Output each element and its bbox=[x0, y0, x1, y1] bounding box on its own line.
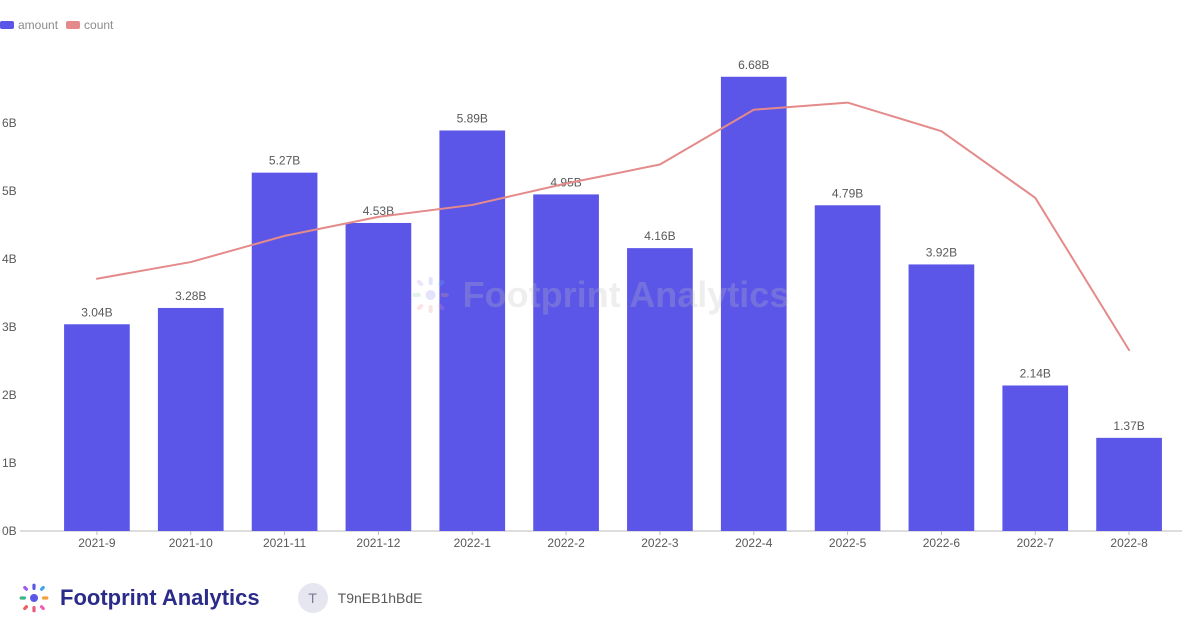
bar bbox=[439, 130, 505, 531]
chart-area: Footprint Analytics 0B1B2B3B4B5B6B3.04B2… bbox=[0, 35, 1200, 555]
avatar: T bbox=[298, 583, 328, 613]
bar bbox=[158, 308, 224, 531]
x-tick-label: 2021-12 bbox=[356, 536, 400, 550]
x-tick-label: 2022-6 bbox=[923, 536, 961, 550]
y-tick-label: 1B bbox=[2, 456, 17, 470]
y-tick-label: 4B bbox=[2, 252, 17, 266]
username: T9nEB1hBdE bbox=[338, 590, 423, 606]
x-tick-label: 2022-8 bbox=[1110, 536, 1148, 550]
footer: Footprint Analytics T T9nEB1hBdE bbox=[0, 566, 1200, 630]
bar bbox=[1002, 385, 1068, 531]
legend: amount count bbox=[0, 18, 113, 32]
x-tick-label: 2022-4 bbox=[735, 536, 773, 550]
brand-text: Footprint Analytics bbox=[60, 585, 260, 611]
bar-value-label: 4.79B bbox=[832, 186, 863, 200]
y-tick-label: 2B bbox=[2, 388, 17, 402]
footprint-logo-icon bbox=[18, 582, 50, 614]
legend-label-amount: amount bbox=[18, 18, 58, 32]
legend-label-count: count bbox=[84, 18, 113, 32]
legend-swatch-amount bbox=[0, 21, 14, 29]
bar-value-label: 3.28B bbox=[175, 289, 206, 303]
brand[interactable]: Footprint Analytics bbox=[18, 582, 260, 614]
x-tick-label: 2021-9 bbox=[78, 536, 116, 550]
chart-svg: 0B 1B 2B 3B 4B 5B 6B 3.04B 2021-9 3.28B 2021-10 5.2… bbox=[0, 35, 1200, 555]
y-tick-label: 5B bbox=[2, 184, 17, 198]
legend-item-amount: amount bbox=[0, 18, 58, 32]
bar-value-label: 5.27B bbox=[269, 154, 300, 168]
bar bbox=[533, 194, 599, 531]
x-tick-label: 2022-7 bbox=[1017, 536, 1055, 550]
bar-value-label: 3.04B bbox=[81, 305, 112, 319]
x-tick-label: 2022-2 bbox=[547, 536, 585, 550]
user-chip[interactable]: T T9nEB1hBdE bbox=[298, 583, 423, 613]
x-tick-label: 2022-5 bbox=[829, 536, 867, 550]
bar bbox=[721, 77, 787, 531]
bar bbox=[815, 205, 881, 531]
bar-value-label: 5.89B bbox=[457, 111, 488, 125]
bar bbox=[909, 264, 975, 531]
bar-value-label: 2.14B bbox=[1020, 366, 1051, 380]
bar bbox=[346, 223, 412, 531]
bar bbox=[64, 324, 130, 531]
legend-item-count: count bbox=[66, 18, 113, 32]
bar-value-label: 4.16B bbox=[644, 229, 675, 243]
x-tick-label: 2021-10 bbox=[169, 536, 213, 550]
x-tick-label: 2022-1 bbox=[454, 536, 492, 550]
legend-swatch-count bbox=[66, 21, 80, 29]
bar-value-label: 1.37B bbox=[1113, 419, 1144, 433]
bar bbox=[252, 173, 318, 531]
bar bbox=[1096, 438, 1162, 531]
y-tick-label: 3B bbox=[2, 320, 17, 334]
y-tick-label: 6B bbox=[2, 116, 17, 130]
avatar-letter: T bbox=[308, 590, 317, 606]
bar-value-label: 6.68B bbox=[738, 58, 769, 72]
x-tick-label: 2022-3 bbox=[641, 536, 679, 550]
bar-value-label: 4.95B bbox=[550, 175, 581, 189]
bar bbox=[627, 248, 693, 531]
bar-value-label: 3.92B bbox=[926, 245, 957, 259]
x-tick-label: 2021-11 bbox=[263, 536, 306, 550]
y-tick-label: 0B bbox=[2, 524, 17, 538]
